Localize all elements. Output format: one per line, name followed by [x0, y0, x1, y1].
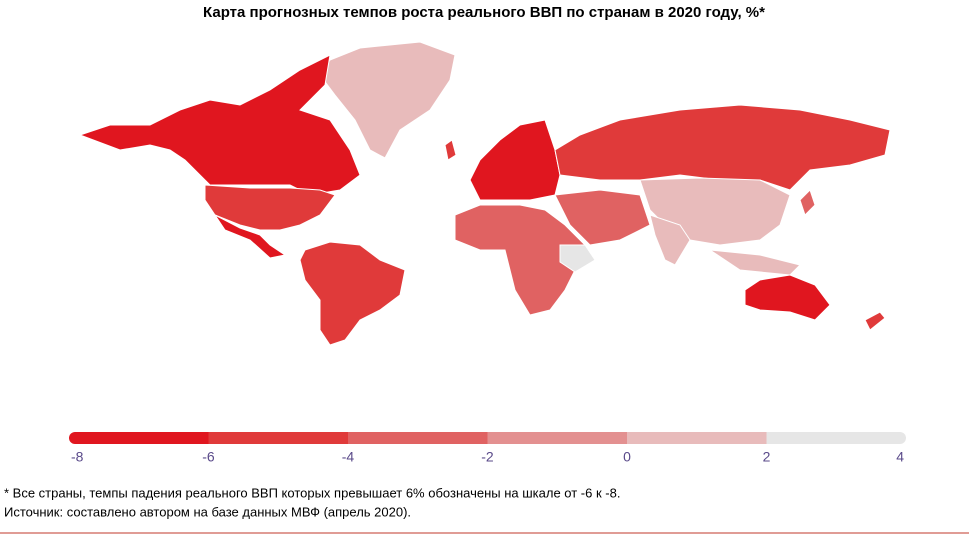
scale-segment: [487, 432, 628, 444]
scale-segment: [208, 432, 349, 444]
source-note: Источник: составлено автором на базе дан…: [4, 504, 411, 519]
landmass: [864, 311, 886, 331]
landmass: [78, 54, 361, 196]
scale-tick-label: 2: [763, 449, 771, 465]
scale-tick-label: -2: [481, 449, 494, 465]
footnote: * Все страны, темпы падения реального ВВ…: [4, 485, 620, 500]
landmass: [559, 244, 596, 273]
scale-tick-label: -8: [71, 449, 84, 465]
landmass: [319, 41, 456, 159]
scale-tick-label: -6: [202, 449, 215, 465]
landmass: [709, 249, 801, 276]
scale-segment: [69, 432, 209, 444]
landmass: [214, 214, 287, 259]
landmass: [744, 274, 831, 321]
map-title: Карта прогнозных темпов роста реального …: [203, 4, 765, 21]
landmass: [649, 214, 691, 266]
scale-segment: [766, 432, 906, 444]
landmass: [469, 119, 561, 201]
landmass: [554, 104, 891, 191]
landmass: [799, 189, 816, 216]
scale-tick-label: -4: [342, 449, 355, 465]
color-scale: [69, 432, 906, 444]
scale-segment: [627, 432, 767, 444]
scale-tick-label: 0: [623, 449, 631, 465]
scale-segment: [348, 432, 488, 444]
landmass: [454, 204, 596, 316]
landmass: [554, 189, 651, 246]
landmass: [444, 139, 457, 161]
world-map: [78, 41, 891, 346]
scale-tick-label: 4: [896, 449, 904, 465]
landmass: [299, 241, 406, 346]
